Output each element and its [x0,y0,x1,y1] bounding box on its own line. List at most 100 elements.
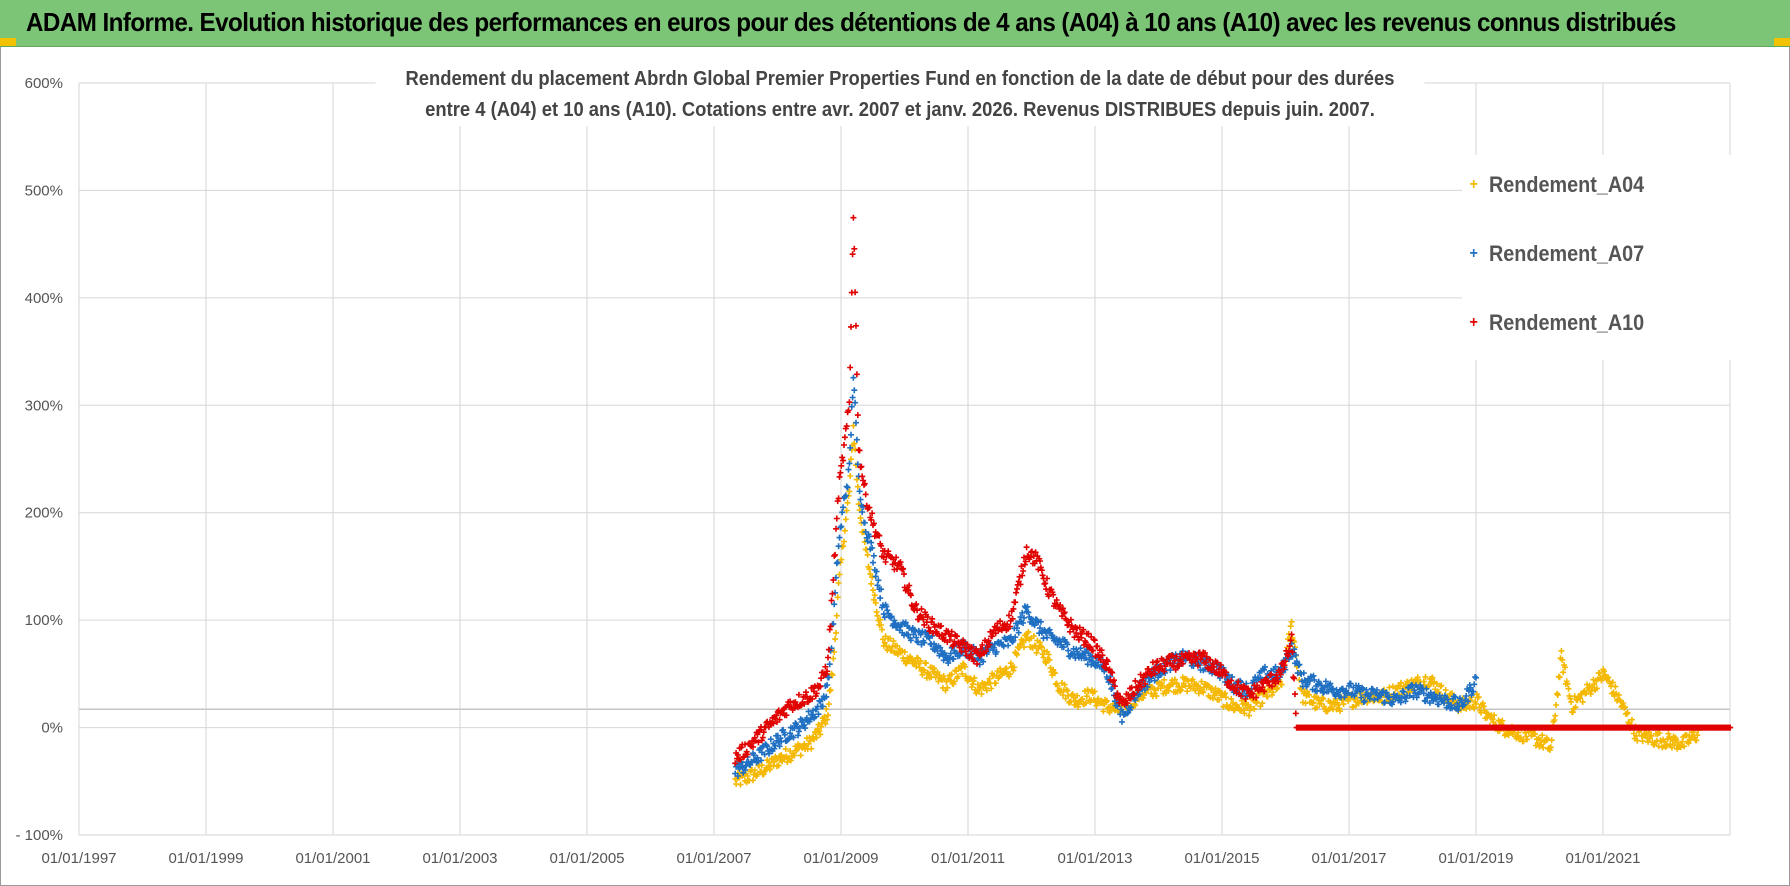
data-point [1588,687,1595,694]
data-point [819,703,826,710]
data-point [1411,687,1418,694]
data-point [791,752,798,759]
data-point [822,720,829,727]
data-point [734,773,741,779]
data-point [1078,634,1085,641]
data-point [1061,609,1068,616]
data-point [744,773,751,779]
data-point [1012,599,1019,606]
data-point [854,483,861,490]
data-point [1291,675,1298,682]
data-point [826,661,833,668]
data-point [878,586,885,593]
data-point [1262,663,1268,670]
data-point [938,622,945,629]
data-point [818,723,825,730]
data-point [864,538,871,545]
data-point [1023,544,1030,551]
data-point [1587,691,1594,697]
data-point [872,600,879,606]
data-point [1025,609,1032,616]
data-point [843,507,850,514]
data-point [1037,618,1044,625]
data-point [1059,692,1066,698]
data-point [1499,717,1506,724]
data-point [1292,691,1298,698]
data-point [917,657,924,664]
data-point [838,462,845,469]
data-point [843,423,850,430]
data-point [997,618,1004,625]
data-point [1371,696,1378,703]
data-point [854,461,861,468]
data-point [1021,614,1027,621]
data-point [1067,616,1074,623]
data-point [1209,695,1216,702]
data-point [956,644,963,651]
data-point [1082,700,1089,707]
data-point [1046,656,1053,663]
data-point [1061,681,1068,688]
data-point [901,571,907,578]
data-point [1287,623,1294,630]
data-point [1037,639,1043,646]
data-point [1039,572,1046,579]
data-point [866,504,873,511]
data-point [1416,689,1423,695]
data-point [876,532,883,539]
data-point [1232,686,1239,693]
data-point [1253,694,1260,701]
data-point [890,638,897,645]
data-point [985,637,992,644]
data-point [766,766,773,773]
data-point [929,615,936,622]
data-point [1302,700,1309,707]
data-point [847,364,854,371]
data-point [886,644,893,651]
data-point [1465,698,1471,705]
data-point [882,559,889,565]
data-point [841,442,847,448]
chart-legend: + Rendement_A04 + Rendement_A07 + Rendem… [1462,155,1732,360]
data-point [1082,655,1089,661]
data-point [1020,620,1027,626]
data-point [1620,700,1627,706]
data-point [848,431,854,438]
data-point [750,752,757,759]
data-point [1049,632,1056,639]
data-point [758,762,765,769]
data-point [824,716,831,723]
data-point [986,641,993,648]
data-point [920,616,927,623]
legend-item-a10: + Rendement_A10 [1462,308,1644,338]
data-point [1461,701,1468,708]
data-point [1624,709,1631,716]
data-point [982,648,989,655]
data-point [831,552,838,559]
data-point [1406,692,1413,699]
data-point [1272,663,1279,670]
data-point [1059,605,1066,612]
data-point [937,644,944,651]
data-point [1288,618,1295,625]
data-point [1013,589,1020,596]
chart-title-line-1: Rendement du placement Abrdn Global Prem… [405,68,1395,90]
data-point [924,614,931,621]
data-point [796,725,803,731]
data-point [829,590,836,597]
data-point [1259,700,1266,707]
x-tick-label: 01/01/1999 [168,850,243,867]
data-point [850,214,857,221]
data-point [836,571,843,578]
data-point [1554,692,1561,698]
data-point [950,655,957,662]
data-point [1413,694,1420,701]
data-point [897,559,904,566]
data-point [1020,568,1027,574]
data-point [908,656,915,663]
data-point [817,683,824,690]
data-point [1621,704,1628,711]
data-point [1537,736,1544,743]
data-point [1031,622,1038,629]
data-point [1011,664,1018,671]
